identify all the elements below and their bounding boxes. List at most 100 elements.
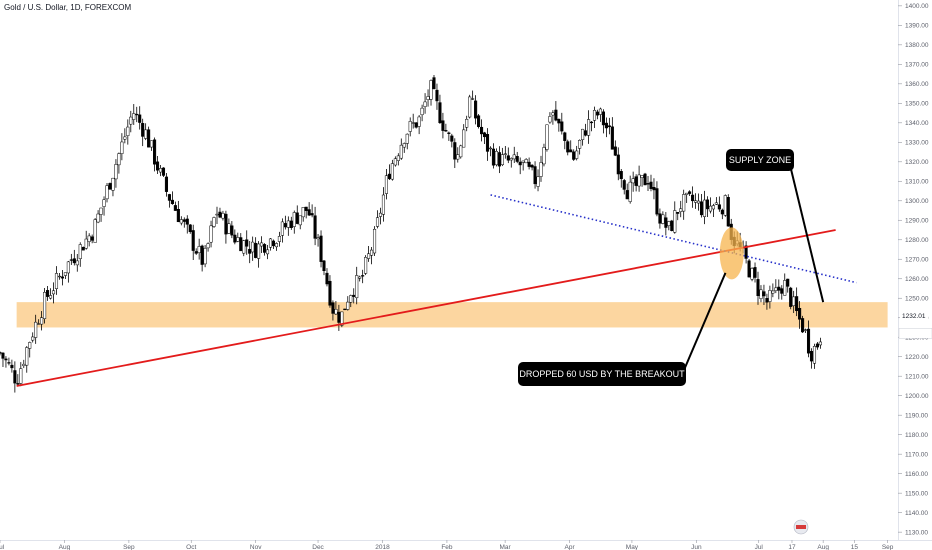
candle-body <box>798 307 802 320</box>
candle-body <box>138 114 142 123</box>
candle-body <box>352 294 356 297</box>
candle-body <box>616 154 620 175</box>
x-tick-label: 15 <box>851 544 859 550</box>
candle-body <box>25 347 29 366</box>
candle-body <box>34 321 38 338</box>
candle-body <box>435 89 439 102</box>
candle-body <box>203 248 207 265</box>
candle-body <box>81 246 85 251</box>
x-tick-label: 2018 <box>375 544 390 550</box>
candle-body <box>245 239 249 247</box>
dropped-breakout-callout[interactable]: DROPPED 60 USD BY THE BREAKOUT <box>518 362 686 386</box>
candle-body <box>87 235 91 242</box>
candle-body <box>667 221 671 227</box>
candle-body <box>759 289 763 299</box>
candle-body <box>286 220 290 228</box>
x-tick-label: Jul <box>0 544 5 550</box>
candle-body <box>560 121 564 132</box>
candle-body <box>694 200 698 203</box>
candle-body <box>150 140 154 148</box>
candle-body <box>393 158 397 166</box>
candle-body <box>637 174 641 187</box>
candle-body <box>147 129 151 148</box>
candle-body <box>512 154 516 160</box>
candle-body <box>239 237 243 252</box>
candle-body <box>367 253 371 259</box>
candle-body <box>500 154 504 166</box>
supply-zone-callout[interactable]: SUPPLY ZONE <box>726 149 794 171</box>
candle-body <box>170 199 174 205</box>
x-tick-label: Aug <box>59 544 71 550</box>
x-tick-label: Jul <box>755 544 764 550</box>
candle-body <box>99 207 103 215</box>
candle-body <box>236 237 240 242</box>
candle-body <box>575 150 579 159</box>
candle-body <box>497 152 501 167</box>
candle-body <box>569 149 573 153</box>
candle-body <box>254 242 258 258</box>
candle-body <box>744 245 748 259</box>
candle-body <box>233 234 237 243</box>
x-tick-label: Mar <box>500 544 512 550</box>
candle-body <box>809 350 814 362</box>
candle-body <box>688 191 692 194</box>
candle-body <box>592 110 597 121</box>
candle-body <box>815 343 820 348</box>
candle-body <box>628 181 632 202</box>
candle-body <box>7 362 11 364</box>
candle-body <box>63 272 67 276</box>
candle-body <box>206 243 210 249</box>
candle-body <box>488 147 493 150</box>
candle-body <box>417 116 421 127</box>
candle-body <box>762 291 766 297</box>
candle-body <box>619 171 623 180</box>
candle-body <box>334 309 338 315</box>
candle-body <box>777 286 781 291</box>
candle-body <box>132 113 136 120</box>
y-tick-label: 1220.00 <box>905 354 929 361</box>
candle-body <box>423 101 427 107</box>
y-tick-label: 1340.00 <box>905 120 929 127</box>
candle-body <box>197 246 201 253</box>
candle-body <box>364 257 368 274</box>
candle-body <box>589 121 594 124</box>
y-tick-label: 1280.00 <box>905 237 929 244</box>
candle-body <box>164 176 169 192</box>
candle-body <box>494 151 498 166</box>
candle-body <box>277 236 281 242</box>
candle-body <box>601 111 605 126</box>
y-tick-label: 1200.00 <box>905 393 929 400</box>
x-tick-label: Aug <box>817 544 829 550</box>
candle-body <box>43 292 47 319</box>
candle-body <box>411 122 415 124</box>
candle-body <box>90 236 94 241</box>
x-tick-label: May <box>626 544 639 550</box>
y-tick-label: 1390.00 <box>905 23 929 30</box>
candle-body <box>792 296 796 306</box>
candle-body <box>153 139 157 165</box>
candle-body <box>260 242 264 247</box>
candle-body <box>358 276 362 279</box>
candle-body <box>111 177 115 191</box>
candle-body <box>539 162 543 177</box>
symbol-label[interactable]: Gold / U.S. Dollar, 1D, FOREXCOM <box>4 3 132 12</box>
candle-body <box>313 215 317 239</box>
candle-body <box>304 206 308 211</box>
x-tick-label: 17 <box>788 544 796 550</box>
candle-body <box>753 267 757 278</box>
candle-body <box>283 223 287 228</box>
candle-body <box>310 213 314 216</box>
candle-body <box>515 156 519 162</box>
candle-body <box>248 248 252 254</box>
candle-body <box>530 164 534 168</box>
candle-body <box>75 260 79 266</box>
candle-body <box>57 275 62 278</box>
candle-body <box>28 342 32 349</box>
candle-body <box>212 217 216 227</box>
y-tick-label: 1290.00 <box>905 218 929 225</box>
y-tick-label: 1330.00 <box>905 140 929 147</box>
candle-body <box>396 155 400 161</box>
candle-body <box>622 180 626 190</box>
candle-body <box>144 129 148 139</box>
